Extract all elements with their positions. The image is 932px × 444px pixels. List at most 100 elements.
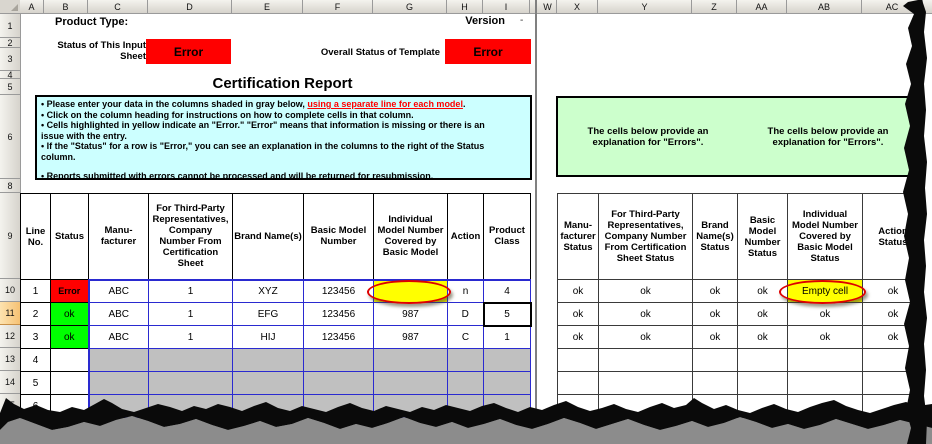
status-value-cell[interactable] — [787, 371, 863, 395]
input-cell[interactable] — [483, 371, 531, 395]
col-header-line-no[interactable]: Line No. — [20, 193, 51, 280]
status-value-cell[interactable]: ok — [692, 302, 738, 326]
table-cell[interactable]: 1 — [148, 325, 233, 349]
row-header-12[interactable]: 12 — [0, 325, 21, 348]
status-value-cell[interactable] — [862, 348, 924, 372]
col-header-individual-model-number[interactable]: Individual Model Number Covered by Basic… — [373, 193, 448, 280]
table-cell[interactable]: 1 — [148, 278, 233, 303]
status-value-cell[interactable]: ok — [862, 279, 924, 303]
column-header-AA[interactable]: AA — [737, 0, 787, 14]
status-value-cell[interactable] — [737, 371, 788, 395]
overall-status-cell[interactable]: Error — [445, 39, 531, 64]
row-header-11-selected[interactable]: 11 — [0, 302, 21, 325]
table-cell[interactable]: EFG — [232, 302, 304, 326]
column-header-AC[interactable]: AC — [862, 0, 923, 14]
table-cell[interactable]: D — [447, 302, 484, 326]
input-cell[interactable] — [303, 371, 374, 395]
table-cell[interactable]: ABC — [87, 302, 149, 326]
col-header-action[interactable]: Action — [447, 193, 484, 280]
status-value-cell[interactable] — [692, 348, 738, 372]
status-value-cell[interactable]: ok — [862, 325, 924, 349]
input-cell[interactable] — [303, 394, 374, 418]
col-header-manufacturer[interactable]: Manu-facturer — [88, 193, 149, 280]
row-header-13[interactable]: 13 — [0, 348, 21, 371]
input-cell[interactable] — [447, 371, 484, 395]
table-cell[interactable]: C — [447, 325, 484, 349]
status-value-cell[interactable] — [598, 371, 693, 395]
col-header-basic-model-status[interactable]: Basic Model Number Status — [737, 193, 788, 280]
status-value-cell[interactable] — [692, 394, 738, 418]
line-no-cell[interactable]: 1 — [20, 279, 51, 303]
table-cell[interactable]: 987 — [373, 325, 448, 349]
table-cell[interactable]: XYZ — [232, 278, 304, 303]
input-sheet-status-cell[interactable]: Error — [146, 39, 231, 64]
input-cell[interactable] — [87, 394, 149, 418]
status-value-cell[interactable] — [598, 348, 693, 372]
status-value-cell[interactable] — [862, 371, 924, 395]
row-header-2[interactable]: 2 — [0, 38, 21, 48]
status-value-cell[interactable]: ok — [692, 325, 738, 349]
status-value-cell[interactable] — [787, 348, 863, 372]
status-value-cell[interactable] — [692, 371, 738, 395]
table-cell[interactable]: 123456 — [303, 325, 374, 349]
status-value-cell[interactable]: ok — [862, 302, 924, 326]
input-cell[interactable] — [303, 348, 374, 372]
col-header-action-status[interactable]: Action Status — [862, 193, 924, 280]
line-no-cell[interactable]: 2 — [20, 302, 51, 326]
status-value-cell[interactable]: ok — [787, 325, 863, 349]
status-value-cell[interactable]: ok — [598, 279, 693, 303]
col-header-product-class[interactable]: Product Class — [483, 193, 531, 280]
input-cell[interactable] — [447, 348, 484, 372]
column-header-I[interactable]: I — [483, 0, 530, 14]
input-cell[interactable] — [483, 348, 531, 372]
col-header-third-party-status[interactable]: For Third-Party Representatives, Company… — [598, 193, 693, 280]
status-value-cell[interactable]: ok — [557, 325, 599, 349]
status-value-cell[interactable]: ok — [557, 279, 599, 303]
col-header-basic-model-number[interactable]: Basic Model Number — [303, 193, 374, 280]
row-header-4[interactable]: 4 — [0, 70, 21, 80]
row-header-10[interactable]: 10 — [0, 279, 21, 302]
column-header-A[interactable]: A — [20, 0, 44, 14]
input-cell[interactable] — [373, 348, 448, 372]
instruction-link[interactable]: using a separate line for each model — [307, 99, 463, 109]
input-cell[interactable] — [87, 371, 149, 395]
col-header-status[interactable]: Status — [50, 193, 89, 280]
column-header-H[interactable]: H — [447, 0, 483, 14]
selected-cell[interactable]: 5 — [482, 301, 532, 327]
row-header-8[interactable]: 8 — [0, 179, 21, 193]
line-no-cell[interactable]: 4 — [20, 348, 51, 372]
status-value-cell[interactable] — [598, 394, 693, 418]
input-cell[interactable] — [148, 371, 233, 395]
status-value-cell[interactable]: ok — [787, 302, 863, 326]
status-ok-cell[interactable]: ok — [50, 325, 89, 349]
col-header-third-party-number[interactable]: For Third-Party Representatives, Company… — [148, 193, 233, 280]
input-cell[interactable] — [373, 394, 448, 418]
status-value-cell[interactable] — [862, 394, 924, 418]
status-value-cell[interactable]: ok — [557, 302, 599, 326]
table-cell[interactable]: 4 — [483, 278, 531, 303]
status-value-cell[interactable] — [557, 371, 599, 395]
column-header-AB[interactable]: AB — [787, 0, 862, 14]
input-cell[interactable] — [483, 394, 531, 418]
column-header-D[interactable]: D — [148, 0, 232, 14]
table-cell[interactable]: n — [447, 278, 484, 303]
status-value-cell[interactable]: ok — [737, 325, 788, 349]
column-header-B[interactable]: B — [44, 0, 88, 14]
input-cell[interactable] — [232, 394, 304, 418]
status-value-cell[interactable] — [557, 348, 599, 372]
status-error-cell[interactable]: Error — [50, 279, 89, 303]
status-value-cell[interactable]: ok — [598, 302, 693, 326]
table-cell[interactable]: ABC — [87, 278, 149, 303]
table-cell[interactable]: 987 — [373, 302, 448, 326]
input-cell[interactable] — [373, 371, 448, 395]
status-ok-cell[interactable]: ok — [50, 302, 89, 326]
table-cell[interactable]: HIJ — [232, 325, 304, 349]
table-cell[interactable]: 1 — [483, 325, 531, 349]
row-header-5[interactable]: 5 — [0, 79, 21, 95]
column-header-W[interactable]: W — [539, 0, 557, 14]
status-cell[interactable] — [50, 348, 89, 372]
table-cell[interactable]: 123456 — [303, 278, 374, 303]
status-cell[interactable] — [50, 371, 89, 395]
line-no-cell[interactable]: 3 — [20, 325, 51, 349]
input-cell[interactable] — [87, 348, 149, 372]
